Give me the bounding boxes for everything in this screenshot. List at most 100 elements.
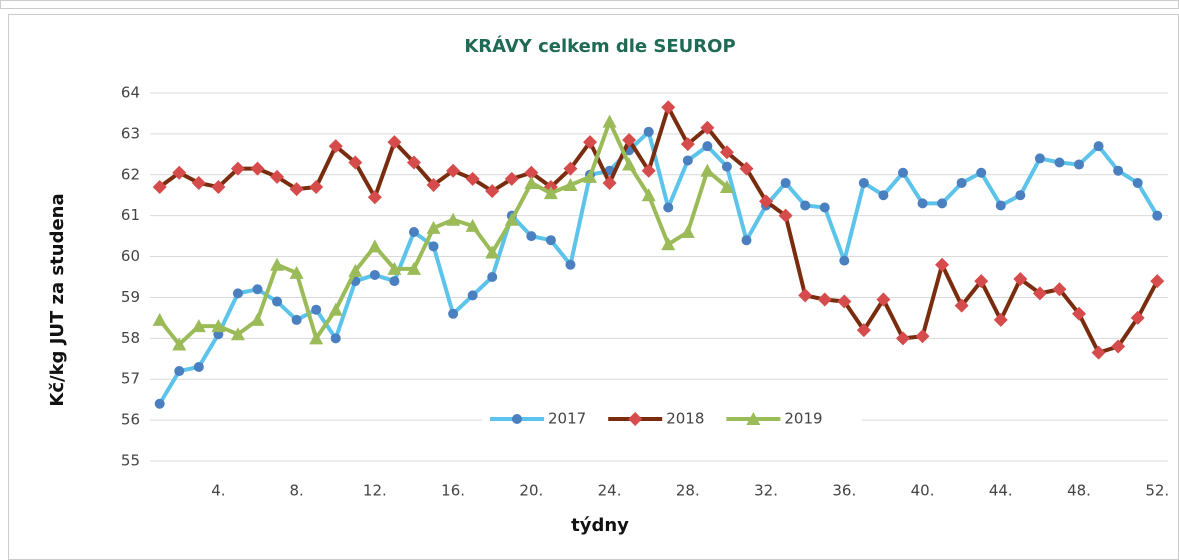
marker <box>974 274 989 289</box>
marker <box>780 177 791 188</box>
marker <box>152 312 167 326</box>
x-tick-label: 4. <box>211 482 225 500</box>
marker <box>719 180 734 194</box>
marker <box>993 312 1008 327</box>
y-tick-label: 63 <box>121 124 140 142</box>
marker <box>643 126 654 137</box>
legend-label: 2018 <box>666 410 704 428</box>
x-tick-label: 16. <box>441 482 465 500</box>
x-tick-label: 40. <box>911 482 935 500</box>
x-tick-label: 52. <box>1145 482 1169 500</box>
marker <box>446 163 461 178</box>
marker <box>680 137 695 152</box>
marker <box>954 298 969 313</box>
marker <box>485 245 500 259</box>
marker <box>543 186 558 200</box>
legend-label: 2017 <box>548 410 586 428</box>
marker <box>446 212 461 226</box>
marker <box>976 167 987 178</box>
marker <box>487 272 498 282</box>
x-tick-label: 32. <box>754 482 778 500</box>
marker <box>232 288 243 299</box>
marker <box>193 361 204 372</box>
marker <box>935 257 950 272</box>
y-tick-label: 61 <box>121 206 140 224</box>
marker <box>448 308 459 319</box>
marker <box>230 161 245 176</box>
marker <box>956 177 967 188</box>
marker <box>702 141 713 152</box>
marker <box>817 292 832 307</box>
marker <box>682 155 693 166</box>
y-tick-label: 64 <box>121 84 140 102</box>
marker <box>583 169 598 183</box>
marker <box>641 188 656 202</box>
y-tick-label: 56 <box>121 411 140 429</box>
marker <box>641 163 656 178</box>
marker <box>1034 153 1045 164</box>
marker <box>291 314 302 325</box>
y-tick-label: 55 <box>121 452 140 470</box>
marker <box>661 100 676 115</box>
y-tick-label: 57 <box>121 370 140 388</box>
x-tick-label: 20. <box>519 482 543 500</box>
marker <box>1152 210 1163 221</box>
marker <box>995 200 1006 211</box>
marker <box>330 333 341 344</box>
marker <box>1072 306 1087 321</box>
marker <box>798 288 813 303</box>
marker <box>680 225 695 239</box>
marker <box>719 145 734 160</box>
marker <box>746 412 761 425</box>
chart-title: KRÁVY celkem dle SEUROP <box>464 35 735 57</box>
chart-frame <box>8 14 1179 560</box>
x-tick-label: 44. <box>989 482 1013 500</box>
marker <box>721 161 732 172</box>
marker <box>270 257 285 271</box>
x-tick-label: 8. <box>289 482 303 500</box>
marker <box>1015 190 1026 201</box>
top-frame <box>0 0 1179 9</box>
marker <box>524 165 539 180</box>
legend-label: 2019 <box>784 410 822 428</box>
marker <box>211 180 226 195</box>
marker <box>252 284 263 295</box>
marker <box>328 302 343 316</box>
marker <box>172 337 187 351</box>
marker <box>856 323 871 338</box>
marker <box>878 190 889 201</box>
marker <box>250 312 265 326</box>
marker <box>512 414 522 424</box>
marker <box>876 292 891 307</box>
marker <box>289 265 304 279</box>
marker <box>1113 165 1124 176</box>
marker <box>406 155 421 170</box>
marker <box>563 178 578 191</box>
marker <box>211 319 226 333</box>
marker <box>154 398 165 409</box>
marker <box>858 177 869 188</box>
marker <box>467 290 478 301</box>
x-tick-label: 12. <box>363 482 387 500</box>
marker <box>428 241 439 252</box>
marker <box>1091 345 1106 360</box>
marker <box>741 235 752 246</box>
marker <box>602 175 617 190</box>
marker <box>367 239 382 253</box>
marker <box>1150 274 1165 289</box>
marker <box>526 231 537 242</box>
marker <box>663 202 674 213</box>
marker <box>915 329 930 344</box>
marker <box>406 261 421 275</box>
marker <box>937 198 948 209</box>
marker <box>504 171 519 186</box>
marker <box>309 331 324 345</box>
marker <box>389 276 400 287</box>
marker <box>819 202 830 213</box>
marker <box>408 227 419 238</box>
marker <box>1054 157 1065 168</box>
marker <box>387 261 402 275</box>
marker <box>191 175 206 190</box>
marker <box>565 259 576 270</box>
